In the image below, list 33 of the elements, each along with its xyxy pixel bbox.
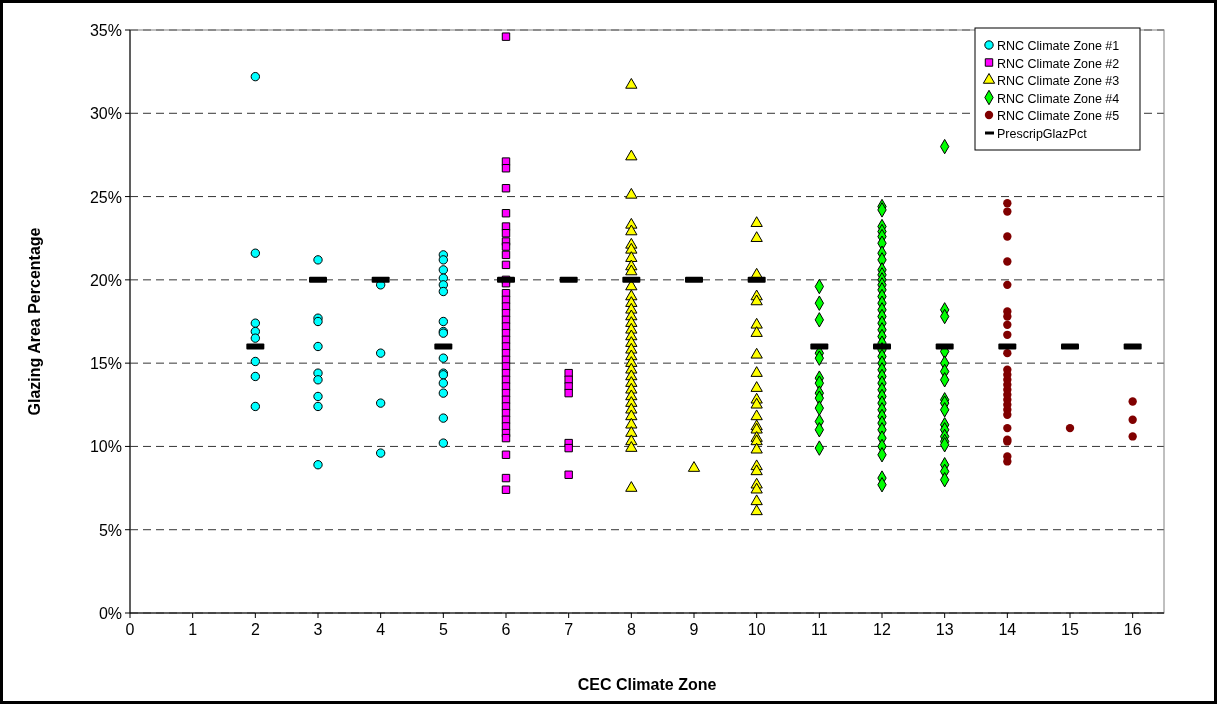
x-tick-label: 4	[376, 621, 386, 638]
y-tick-label: 20%	[89, 271, 122, 289]
x-tick-label: 1	[188, 621, 198, 638]
legend-label: RNC Climate Zone #5	[997, 109, 1120, 123]
y-tick-label: 0%	[98, 605, 122, 622]
legend-label: RNC Climate Zone #3	[997, 74, 1120, 88]
x-tick-label: 11	[811, 621, 828, 638]
x-tick-label: 2	[250, 621, 260, 638]
legend-label: RNC Climate Zone #1	[997, 39, 1120, 53]
x-tick-label: 5	[438, 621, 448, 638]
y-tick-label: 10%	[89, 438, 122, 456]
x-tick-label: 8	[626, 621, 636, 638]
x-axis-title: CEC Climate Zone	[577, 676, 717, 693]
x-tick-label: 12	[873, 621, 891, 638]
x-tick-label: 7	[564, 621, 574, 638]
legend-label: RNC Climate Zone #2	[997, 56, 1120, 71]
y-tick-label: 30%	[89, 105, 122, 123]
x-tick-label: 13	[935, 621, 954, 638]
x-tick-label: 3	[313, 621, 323, 638]
x-tick-label: 16	[1123, 621, 1142, 638]
legend-label: PrescripGlazPct	[997, 126, 1088, 141]
y-tick-label: 25%	[89, 188, 122, 206]
legend-label: RNC Climate Zone #4	[997, 91, 1120, 106]
y-tick-label: 15%	[89, 355, 122, 373]
x-tick-label: 0	[125, 621, 135, 638]
y-tick-label: 5%	[98, 521, 122, 539]
y-axis-title: Glazing Area Percentage	[26, 227, 43, 416]
y-tick-label: 35%	[89, 22, 122, 39]
x-tick-label: 15	[1061, 621, 1079, 638]
x-tick-label: 14	[998, 621, 1017, 638]
x-tick-label: 9	[689, 621, 699, 638]
x-tick-label: 6	[501, 621, 511, 638]
x-tick-label: 10	[747, 621, 766, 638]
